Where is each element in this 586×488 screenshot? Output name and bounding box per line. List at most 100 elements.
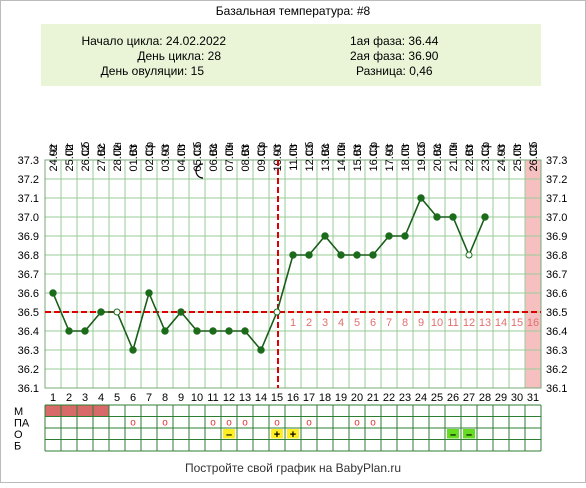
- data-point: [49, 289, 57, 297]
- x-date-label: 28.02: [112, 144, 124, 172]
- x-weekday-label: Чт: [48, 144, 60, 156]
- x-date-label: 19.03: [416, 144, 428, 172]
- table-row-label: ПА: [14, 418, 30, 430]
- y-tick-label-left: 36.4: [18, 326, 39, 338]
- data-point: [225, 327, 233, 335]
- data-point: [401, 232, 409, 240]
- x-weekday-label: Вс: [320, 143, 332, 156]
- post-ovulation-day-number: 6: [370, 317, 376, 329]
- x-date-label: 08.03: [240, 144, 252, 172]
- ovulation-day: День овуляции: 15: [101, 64, 205, 78]
- x-date-label: 10.03: [272, 144, 284, 172]
- x-date-label: 21.03: [448, 144, 460, 172]
- ovulation-test-cell: [447, 429, 459, 439]
- footer-text[interactable]: Постройте свой график на BabyPlan.ru: [185, 461, 401, 475]
- temperature-series: [49, 194, 489, 354]
- x-date-label: 24.03: [496, 144, 508, 172]
- post-ovulation-day-number: 1: [290, 317, 296, 329]
- data-point: [177, 308, 185, 316]
- post-ovulation-day-number: 2: [306, 317, 312, 329]
- cycle-day-number: 7: [146, 392, 152, 404]
- x-date-label: 23.03: [480, 144, 492, 172]
- data-point: [209, 327, 217, 335]
- ovulation-test-symbol: –: [226, 429, 232, 441]
- table-row-label: М: [14, 406, 23, 418]
- post-ovulation-day-labels: 1 2 3 4 5 6 7 8 9 10 11 12 13 14 15 16: [290, 317, 539, 329]
- post-ovulation-day-number: 13: [479, 317, 491, 329]
- data-point: [433, 213, 441, 221]
- post-ovulation-day-number: 7: [386, 317, 392, 329]
- y-tick-label-right: 37.1: [546, 193, 567, 205]
- moon-marker: [195, 163, 204, 179]
- post-ovulation-day-number: 15: [511, 317, 523, 329]
- cycle-day-number: 12: [223, 392, 235, 404]
- cycle-day-number: 4: [98, 392, 104, 404]
- cycle-day-number: 13: [239, 392, 251, 404]
- pa-mark: o: [130, 418, 136, 429]
- pa-mark: o: [370, 418, 376, 429]
- data-point: [321, 232, 329, 240]
- x-date-label: 18.03: [400, 144, 412, 172]
- cycle-day-number: 28: [479, 392, 491, 404]
- x-weekday-label: Ср: [256, 142, 268, 156]
- x-weekday-label: Вт: [464, 144, 476, 156]
- ovulation-test-symbol: +: [274, 429, 280, 441]
- data-point: [449, 213, 457, 221]
- y-tick-label-right: 37.0: [546, 212, 567, 224]
- x-date-label: 22.03: [464, 144, 476, 172]
- x-weekday-label: Пт: [64, 143, 76, 156]
- pa-mark: o: [242, 418, 248, 429]
- x-weekday-label: Вт: [128, 144, 140, 156]
- data-point: [129, 346, 137, 354]
- x-date-label: 01.03: [128, 144, 140, 172]
- x-weekday-label: Вс: [208, 143, 220, 156]
- x-weekday-label: Пт: [400, 143, 412, 156]
- x-date-label: 26.02: [80, 144, 92, 172]
- ovulation-test-symbol: +: [290, 429, 296, 441]
- cycle-day-number: 2: [66, 392, 72, 404]
- x-weekday-label: Вс: [432, 143, 444, 156]
- table-row-label: О: [14, 429, 23, 441]
- y-tick-label-right: 36.6: [546, 288, 567, 300]
- x-date-label: 26.03: [528, 144, 540, 172]
- post-ovulation-day-number: 3: [322, 317, 328, 329]
- cycle-day-number: 21: [367, 392, 379, 404]
- y-tick-label-left: 37.2: [18, 174, 39, 186]
- cycle-day-number: 10: [191, 392, 203, 404]
- data-point: [193, 327, 201, 335]
- cycle-day-number: 26: [447, 392, 459, 404]
- data-point: [241, 327, 249, 335]
- x-weekday-label: Сб: [80, 142, 92, 156]
- cycle-day-number: 30: [511, 392, 523, 404]
- cycle-day-number: 24: [415, 392, 427, 404]
- cycle-day-number: 9: [178, 392, 184, 404]
- cycle-day-number: 27: [463, 392, 475, 404]
- y-tick-label-right: 36.4: [546, 326, 567, 338]
- y-tick-label-left: 37.1: [18, 193, 39, 205]
- cycle-start: Начало цикла: 24.02.2022: [81, 34, 226, 48]
- x-date-label: 25.03: [512, 144, 524, 172]
- reference-lines: [45, 160, 541, 388]
- y-tick-label-left: 36.7: [18, 269, 39, 281]
- y-tick-label-left: 37.0: [18, 212, 39, 224]
- grid-layer: [44, 159, 542, 389]
- x-weekday-label: Пн: [112, 142, 124, 156]
- x-date-label: 07.03: [224, 144, 236, 172]
- data-point-open: [273, 308, 281, 316]
- post-ovulation-day-number: 10: [431, 317, 443, 329]
- x-weekday-label: Чт: [272, 144, 284, 156]
- ovulation-test-cell: [223, 429, 235, 439]
- x-weekday-label: Пн: [336, 142, 348, 156]
- data-point: [145, 289, 153, 297]
- y-tick-label-right: 36.1: [546, 383, 567, 395]
- data-point: [257, 346, 265, 354]
- y-tick-label-left: 36.1: [18, 383, 39, 395]
- chart-title: Базальная температура: #8: [216, 4, 371, 18]
- cycle-day-number: 31: [527, 392, 539, 404]
- x-weekday-label: Сб: [528, 142, 540, 156]
- data-point: [161, 327, 169, 335]
- menses-cell: [61, 405, 77, 417]
- cycle-day-number: 29: [495, 392, 507, 404]
